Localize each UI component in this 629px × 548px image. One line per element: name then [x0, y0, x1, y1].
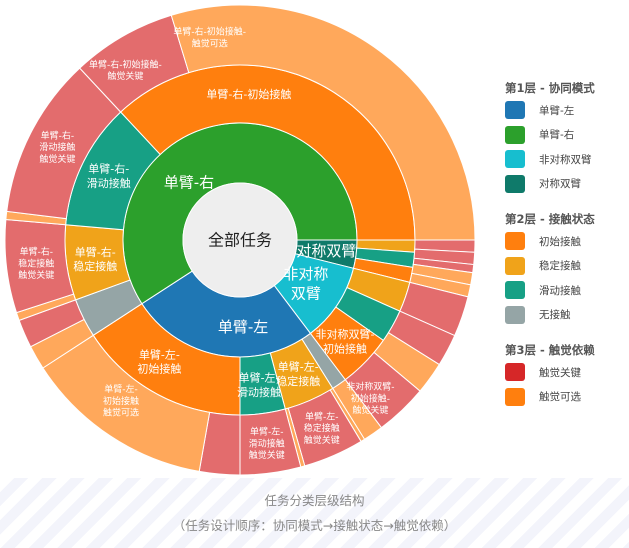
caption-subtitle: （任务设计顺序：协同模式→接触状态→触觉依赖） [172, 518, 457, 533]
legend-label: 初始接触 [539, 235, 581, 248]
legend-item: 初始接触 [505, 229, 629, 254]
segment-label: 非对称双臂 [283, 265, 328, 303]
segment-label: 单臂-右-稳定接触触觉关键 [18, 246, 54, 281]
segment-label: 单臂-右-初始接触-触觉关键 [89, 58, 162, 82]
segment-label: 非对称双臂-初始接触 [316, 327, 375, 355]
legend: 第1层 - 协同模式单臂-左单臂-右非对称双臂对称双臂第2层 - 接触状态初始接… [505, 78, 629, 409]
caption: 任务分类层级结构 （任务设计顺序：协同模式→接触状态→触觉依赖） [0, 478, 629, 548]
legend-group-title: 第3层 - 触觉依赖 [505, 343, 595, 357]
segment-label: 单臂-左-滑动接触 [237, 371, 281, 398]
legend-swatch [505, 256, 525, 275]
segment-label: 单臂-右-稳定接触 [73, 245, 117, 273]
segment-label: 非对称双臂-初始接触-触觉关键 [346, 381, 394, 416]
legend-item: 稳定接触 [505, 254, 629, 279]
legend-item: 非对称双臂 [505, 147, 629, 172]
legend-swatch [505, 125, 525, 144]
center-node[interactable] [182, 182, 298, 298]
segment-label: 单臂-左-稳定接触触觉关键 [304, 410, 340, 445]
caption-title: 任务分类层级结构 [264, 493, 365, 508]
legend-label: 单臂-右 [539, 129, 575, 142]
legend-group-title: 第2层 - 接触状态 [505, 212, 595, 226]
legend-group-title: 第1层 - 协同模式 [505, 81, 595, 95]
segment-label: 单臂-右-滑动接触触觉关键 [39, 129, 75, 164]
legend-item: 触觉关键 [505, 360, 629, 385]
segment-label: 对称双臂 [296, 242, 356, 260]
legend-item: 单臂-左 [505, 98, 629, 123]
segment-label: 单臂-左 [218, 318, 268, 336]
legend-label: 稳定接触 [539, 260, 581, 273]
legend-label: 非对称双臂 [539, 153, 592, 166]
ring3-segment[interactable] [170, 4, 476, 241]
legend-item: 滑动接触 [505, 278, 629, 303]
legend-label: 触觉可选 [539, 391, 581, 404]
sunburst-chart: 对称双臂非对称双臂单臂-左单臂-右非对称双臂-初始接触单臂-左-稳定接触单臂-左… [4, 4, 476, 476]
center-label: 全部任务 [208, 231, 272, 250]
segment-label: 单臂-右-滑动接触 [87, 162, 131, 190]
segment-label: 单臂-左-稳定接触 [276, 361, 320, 388]
segment-label: 单臂-右 [164, 174, 214, 192]
legend-swatch [505, 150, 525, 169]
legend-label: 滑动接触 [539, 284, 581, 297]
legend-swatch [505, 174, 525, 193]
legend-item: 触觉可选 [505, 385, 629, 410]
legend-swatch [505, 232, 525, 251]
segment-label: 单臂-左-滑动接触触觉关键 [249, 426, 285, 461]
legend-item: 对称双臂 [505, 172, 629, 197]
legend-swatch [505, 101, 525, 120]
segment-label: 单臂-右-初始接触-触觉可选 [173, 26, 246, 50]
legend-label: 触觉关键 [539, 366, 581, 379]
legend-swatch [505, 305, 525, 324]
segment-label: 单臂-左-初始接触触觉可选 [103, 383, 139, 418]
legend-item: 无接触 [505, 303, 629, 328]
legend-swatch [505, 363, 525, 382]
segment-label: 单臂-左-初始接触 [137, 348, 181, 375]
legend-swatch [505, 387, 525, 406]
legend-label: 无接触 [539, 309, 571, 322]
segment-label: 单臂-右-初始接触 [206, 87, 291, 101]
legend-item: 单臂-右 [505, 123, 629, 148]
legend-label: 对称双臂 [539, 178, 581, 191]
legend-label: 单臂-左 [539, 104, 575, 117]
legend-swatch [505, 281, 525, 300]
